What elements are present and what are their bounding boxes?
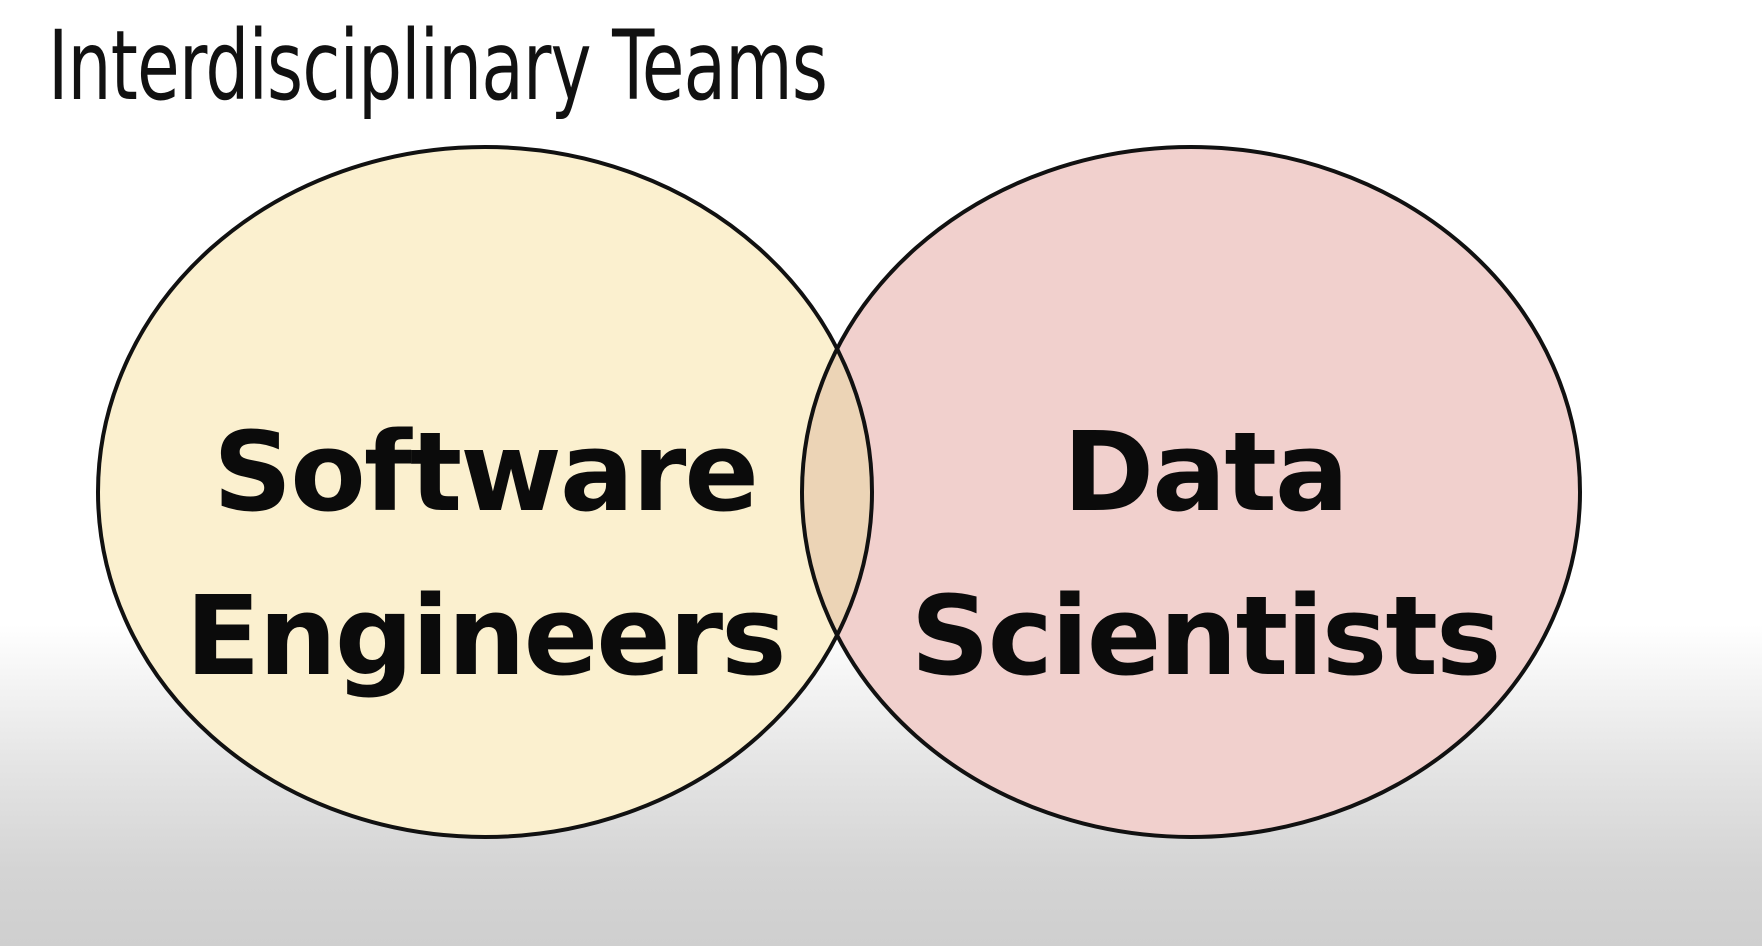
data-scientists-circle [802, 147, 1580, 837]
software-engineers-circle [98, 147, 872, 837]
data-scientists-outline [800, 145, 1582, 839]
data-scientists-label: Data Scientists [875, 390, 1535, 718]
software-engineers-label: Software Engineers [150, 390, 820, 718]
software-engineers-outline [96, 145, 874, 839]
slide-title: Interdisciplinary Teams [48, 10, 828, 122]
data-scientists-line-1: Data [1062, 408, 1349, 536]
software-engineers-line-1: Software [213, 408, 759, 536]
software-engineers-line-2: Engineers [185, 572, 786, 700]
data-scientists-line-2: Scientists [910, 572, 1502, 700]
